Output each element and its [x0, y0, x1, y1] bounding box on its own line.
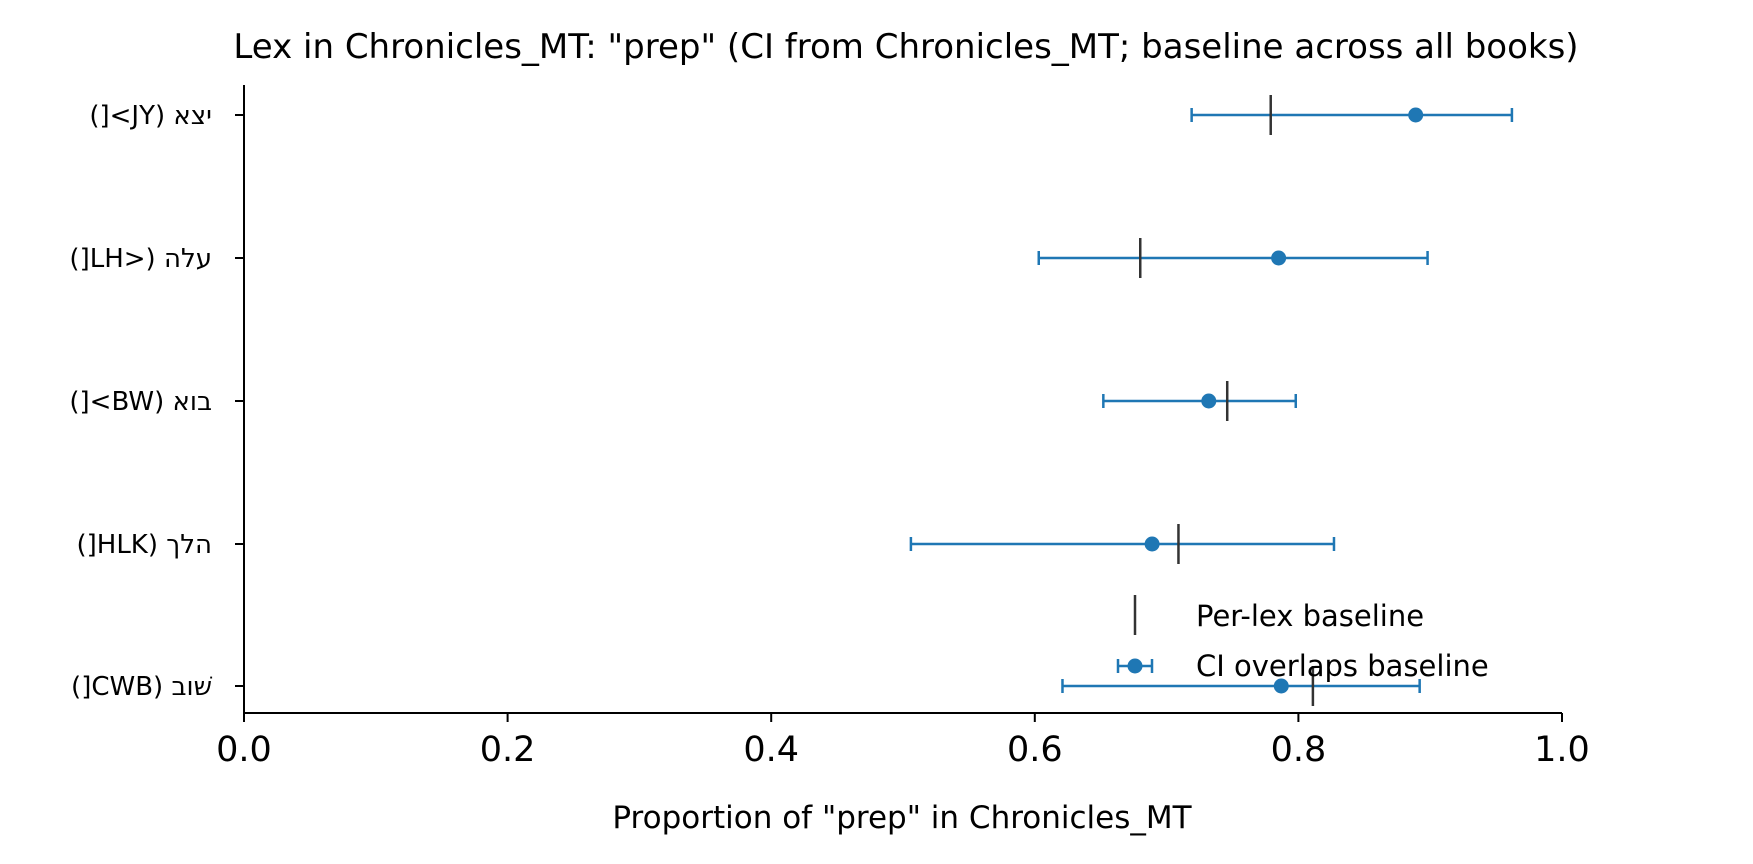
- ci-point: [1273, 678, 1289, 694]
- y-tick-label: יצא (JY>[): [89, 101, 212, 131]
- x-tick-label: 0.0: [216, 730, 272, 770]
- ci-point: [1271, 250, 1287, 266]
- ci-point: [1408, 107, 1424, 123]
- legend-ci-label: CI overlaps baseline: [1196, 649, 1489, 683]
- y-tick-label: בוא (BW>[): [69, 387, 212, 417]
- y-tick-label: שׁוב (CWB[): [71, 672, 213, 702]
- plot-area: 0.0 0.2 0.4 0.6 0.8 1.0 יצא (JY>[) עלה (<LH[) בו…: [69, 85, 1590, 770]
- x-tick-label: 0.4: [743, 730, 799, 770]
- legend-ci-point: [1127, 658, 1143, 674]
- y-tick-label: עלה (<LH[): [69, 244, 212, 274]
- x-tick-label: 1.0: [1534, 730, 1590, 770]
- x-tick-label: 0.8: [1271, 730, 1327, 770]
- ci-point: [1201, 393, 1217, 409]
- chart-title: Lex in Chronicles_MT: "prep" (CI from Ch…: [233, 27, 1578, 67]
- x-tick-label: 0.6: [1007, 730, 1063, 770]
- x-axis-label: Proportion of "prep" in Chronicles_MT: [612, 800, 1192, 836]
- legend-baseline-label: Per-lex baseline: [1196, 599, 1424, 633]
- ci-point: [1144, 536, 1160, 552]
- x-tick-label: 0.2: [480, 730, 536, 770]
- y-tick-label: הלך (HLK[): [76, 530, 212, 560]
